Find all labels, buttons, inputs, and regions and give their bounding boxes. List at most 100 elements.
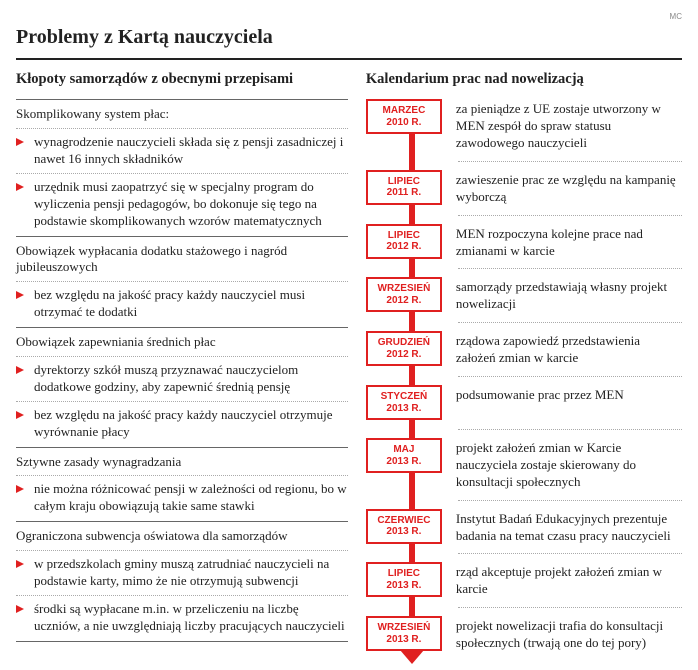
right-column-title: Kalendarium prac nad nowelizacją: [366, 70, 682, 89]
timeline-date-badge: LIPIEC2013 R.: [366, 562, 442, 597]
left-column: Kłopoty samorządów z obecnymi przepisami…: [16, 70, 348, 658]
timeline-item: WRZESIEŃ2013 R. projekt nowelizacji trafi…: [366, 616, 682, 652]
timeline-dotted-rule: [458, 500, 682, 501]
section-rule: [16, 236, 348, 237]
section-heading: Ograniczona subwencja oświatowa dla samo…: [16, 528, 348, 545]
section-rule: [16, 641, 348, 642]
credit-label: MC: [16, 12, 682, 22]
timeline-year: 2013 R.: [370, 526, 438, 538]
timeline-date-badge: MARZEC2010 R.: [366, 99, 442, 134]
timeline-year: 2011 R.: [370, 187, 438, 199]
timeline-month: MARZEC: [370, 105, 438, 117]
timeline-description: zawieszenie prac ze względu na kampanię …: [456, 170, 682, 206]
list-item-text: bez względu na jakość pracy każdy nauczy…: [34, 287, 348, 321]
timeline-date-badge: LIPIEC2012 R.: [366, 224, 442, 259]
list-item: bez względu na jakość pracy każdy nauczy…: [16, 287, 348, 321]
timeline-month: CZERWIEC: [370, 515, 438, 527]
timeline-date-badge: MAJ2013 R.: [366, 438, 442, 473]
left-column-title: Kłopoty samorządów z obecnymi przepisami: [16, 70, 348, 89]
timeline-description: za pieniądze z UE zostaje utworzony w ME…: [456, 99, 682, 152]
timeline-arrowhead-icon: [400, 650, 424, 664]
timeline-description: samorządy przedstawiają własny projekt n…: [456, 277, 682, 313]
section-heading: Sztywne zasady wynagradzania: [16, 454, 348, 471]
timeline-month: LIPIEC: [370, 568, 438, 580]
timeline-item: CZERWIEC2013 R. Instytut Badań Edukacyjny…: [366, 509, 682, 545]
timeline-dotted-rule: [458, 376, 682, 377]
section-rule: [16, 447, 348, 448]
timeline-dotted-rule: [458, 553, 682, 554]
item-dotted-rule: [16, 401, 348, 402]
timeline-description: Instytut Badań Edukacyjnych prezentuje b…: [456, 509, 682, 545]
bullet-arrow-icon: [16, 601, 26, 613]
timeline-month: WRZESIEŃ: [370, 283, 438, 295]
timeline-date-badge: STYCZEŃ2013 R.: [366, 385, 442, 420]
list-item-text: w przedszkolach gminy muszą zatrudniać n…: [34, 556, 348, 590]
list-item: wynagrodzenie nauczycieli składa się z p…: [16, 134, 348, 168]
timeline-description: rządowa zapowiedź przedstawienia założeń…: [456, 331, 682, 367]
list-item-text: urzędnik musi zaopatrzyć się w specjalny…: [34, 179, 348, 230]
timeline-dotted-rule: [458, 268, 682, 269]
item-dotted-rule: [16, 128, 348, 129]
timeline-date-badge: LIPIEC2011 R.: [366, 170, 442, 205]
timeline-year: 2012 R.: [370, 349, 438, 361]
bullet-arrow-icon: [16, 362, 26, 374]
columns: Kłopoty samorządów z obecnymi przepisami…: [16, 70, 682, 658]
timeline-item: MAJ2013 R. projekt założeń zmian w Karcie…: [366, 438, 682, 491]
timeline-item: STYCZEŃ2013 R. podsumowanie prac przez ME…: [366, 385, 682, 420]
list-item: urzędnik musi zaopatrzyć się w specjalny…: [16, 179, 348, 230]
timeline-description: projekt nowelizacji trafia do konsultacj…: [456, 616, 682, 652]
timeline-dotted-rule: [458, 215, 682, 216]
timeline-item: LIPIEC2011 R. zawieszenie prac ze względu…: [366, 170, 682, 206]
item-dotted-rule: [16, 356, 348, 357]
bullet-arrow-icon: [16, 556, 26, 568]
bullet-arrow-icon: [16, 287, 26, 299]
timeline: MARZEC2010 R. za pieniądze z UE zostaje u…: [366, 99, 682, 652]
list-item: nie można różnicować pensji w zależności…: [16, 481, 348, 515]
timeline-item: WRZESIEŃ2012 R. samorządy przedstawiają w…: [366, 277, 682, 313]
timeline-month: GRUDZIEŃ: [370, 337, 438, 349]
section-rule: [16, 327, 348, 328]
right-column: Kalendarium prac nad nowelizacją MARZEC2…: [366, 70, 682, 658]
timeline-description: projekt założeń zmian w Karcie nauczycie…: [456, 438, 682, 491]
timeline-dotted-rule: [458, 607, 682, 608]
timeline-item: GRUDZIEŃ2012 R. rządowa zapowiedź przedst…: [366, 331, 682, 367]
item-dotted-rule: [16, 550, 348, 551]
list-item-text: nie można różnicować pensji w zależności…: [34, 481, 348, 515]
title-rule: [16, 58, 682, 60]
list-item: dyrektorzy szkół muszą przyznawać nauczy…: [16, 362, 348, 396]
timeline-dotted-rule: [458, 322, 682, 323]
list-item-text: dyrektorzy szkół muszą przyznawać nauczy…: [34, 362, 348, 396]
timeline-item: LIPIEC2012 R. MEN rozpoczyna kolejne prac…: [366, 224, 682, 260]
timeline-year: 2013 R.: [370, 456, 438, 468]
list-item-text: bez względu na jakość pracy każdy nauczy…: [34, 407, 348, 441]
item-dotted-rule: [16, 281, 348, 282]
list-item: w przedszkolach gminy muszą zatrudniać n…: [16, 556, 348, 590]
timeline-date-badge: WRZESIEŃ2012 R.: [366, 277, 442, 312]
timeline-month: WRZESIEŃ: [370, 622, 438, 634]
bullet-arrow-icon: [16, 481, 26, 493]
timeline-month: STYCZEŃ: [370, 391, 438, 403]
page-title: Problemy z Kartą nauczyciela: [16, 24, 682, 50]
timeline-month: LIPIEC: [370, 176, 438, 188]
timeline-date-badge: GRUDZIEŃ2012 R.: [366, 331, 442, 366]
bullet-arrow-icon: [16, 134, 26, 146]
timeline-month: MAJ: [370, 444, 438, 456]
timeline-dotted-rule: [458, 429, 682, 430]
timeline-description: podsumowanie prac przez MEN: [456, 385, 682, 404]
timeline-item: LIPIEC2013 R.rząd akceptuje projekt zało…: [366, 562, 682, 598]
list-item-text: środki są wypłacane m.in. w przeliczeniu…: [34, 601, 348, 635]
timeline-date-badge: CZERWIEC2013 R.: [366, 509, 442, 544]
timeline-year: 2012 R.: [370, 295, 438, 307]
section-heading: Obowiązek wypłacania dodatku stażowego i…: [16, 243, 348, 277]
timeline-month: LIPIEC: [370, 230, 438, 242]
timeline-year: 2012 R.: [370, 241, 438, 253]
timeline-description: MEN rozpoczyna kolejne prace nad zmianam…: [456, 224, 682, 260]
list-item: bez względu na jakość pracy każdy nauczy…: [16, 407, 348, 441]
timeline-year: 2010 R.: [370, 117, 438, 129]
bullet-arrow-icon: [16, 407, 26, 419]
bullet-arrow-icon: [16, 179, 26, 191]
timeline-year: 2013 R.: [370, 403, 438, 415]
timeline-year: 2013 R.: [370, 634, 438, 646]
item-dotted-rule: [16, 595, 348, 596]
timeline-dotted-rule: [458, 161, 682, 162]
